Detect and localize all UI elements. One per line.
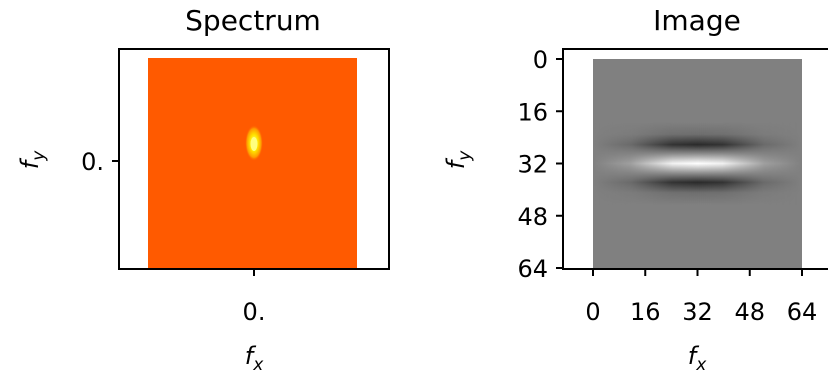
image-title: Image	[653, 4, 741, 37]
image-gabor-band	[593, 59, 802, 268]
image-y-ticks: 0 16 32 48 64	[517, 46, 563, 283]
image-x-tick-label: 0	[585, 298, 600, 326]
image-y-tick-label: 16	[517, 98, 548, 126]
image-x-axis-label: fx	[688, 342, 707, 374]
image-y-axis-label: fy	[442, 150, 475, 169]
spectrum-x-axis-label: fx	[245, 342, 264, 374]
image-panel: Image 0 16 32 48 64 0 16 32 48 64 fx fy	[442, 4, 828, 374]
image-y-tick-label: 0	[533, 46, 548, 74]
image-x-tick-label: 32	[682, 298, 713, 326]
spectrum-y-axis-label: fy	[16, 150, 49, 169]
spectrum-title: Spectrum	[185, 4, 321, 37]
image-y-tick-label: 32	[517, 151, 548, 179]
spectrum-x-tick-label: 0.	[243, 298, 266, 326]
image-x-ticks: 0 16 32 48 64	[585, 269, 817, 326]
image-y-tick-label: 64	[517, 255, 548, 283]
image-x-tick-label: 48	[734, 298, 765, 326]
spectrum-heatmap	[148, 58, 357, 268]
image-y-tick-label: 48	[517, 203, 548, 231]
spectrum-panel: Spectrum 0. 0. fx fy	[16, 4, 390, 374]
spectrum-peak-core	[250, 137, 258, 151]
spectrum-y-tick-label: 0.	[81, 148, 104, 176]
image-x-tick-label: 64	[787, 298, 818, 326]
image-x-tick-label: 16	[630, 298, 661, 326]
